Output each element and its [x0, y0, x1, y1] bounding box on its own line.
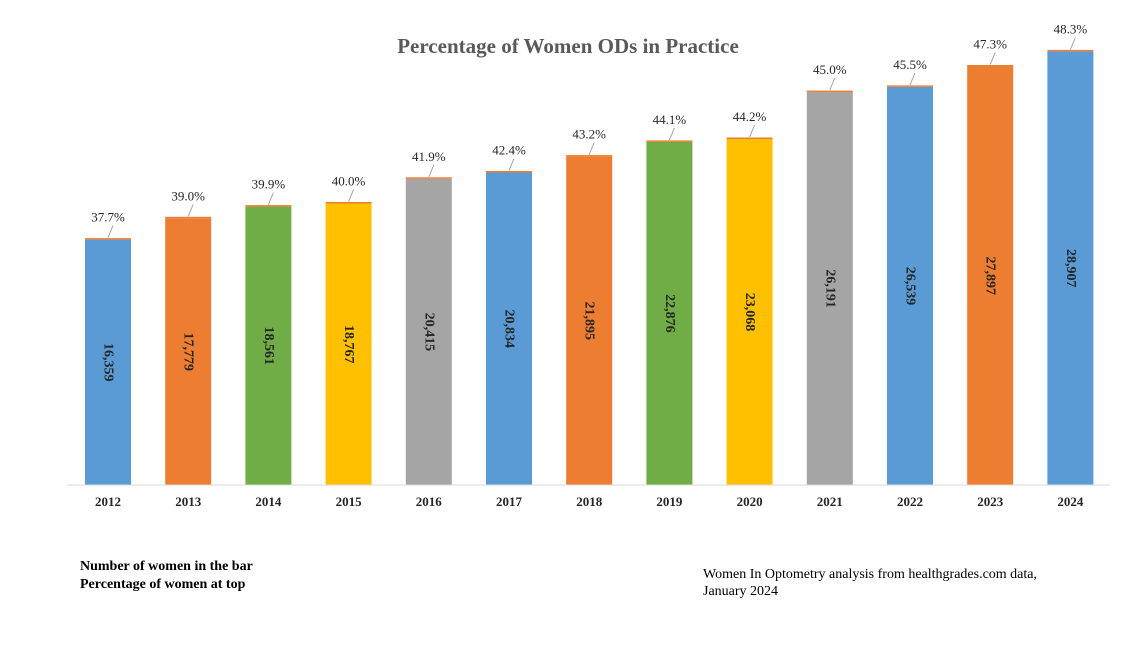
percent-leader-2022: [909, 72, 916, 86]
percent-leader-2016: [428, 164, 435, 177]
bar-cap-2018: [566, 155, 613, 157]
source-note: Women In Optometry analysis from healthg…: [703, 566, 1083, 600]
value-label-2023: 27,897: [983, 257, 998, 296]
bar-2013: [165, 218, 212, 486]
x-tick-2021: 2021: [817, 494, 843, 509]
bar-cap-2022: [887, 85, 933, 87]
percent-leader-2012: [107, 225, 114, 238]
x-tick-2012: 2012: [95, 494, 121, 509]
bar-2019: [646, 141, 693, 485]
percent-label-2019: 44.1%: [653, 112, 687, 127]
percent-label-2021: 45.0%: [813, 62, 847, 77]
percent-label-2020: 44.2%: [733, 109, 767, 124]
percent-leader-2014: [267, 192, 274, 205]
bar-2022: [887, 86, 933, 486]
percent-leader-2015: [348, 189, 355, 202]
percent-label-2024: 48.3%: [1054, 21, 1088, 36]
source-line-1: Women In Optometry analysis from healthg…: [703, 567, 1037, 582]
bar-cap-2016: [405, 177, 452, 179]
chart-title: Percentage of Women ODs in Practice: [397, 34, 739, 58]
value-label-2018: 21,895: [582, 302, 597, 341]
bars-group: 37.7% 16,359 2012 39.0% 17,779 2013 39.9% 18,56…: [85, 21, 1094, 509]
percent-leader-2020: [749, 124, 756, 138]
bar-cap-2012: [85, 238, 131, 240]
bar-cap-2014: [245, 205, 292, 207]
value-label-2015: 18,767: [341, 325, 356, 364]
percent-label-2015: 40.0%: [332, 174, 366, 189]
value-label-2012: 16,359: [101, 343, 116, 382]
value-label-2013: 17,779: [181, 332, 196, 371]
bar-2023: [967, 66, 1014, 485]
bar-2018: [566, 156, 613, 485]
source-line-2: January 2024: [703, 584, 779, 599]
percent-leader-2021: [829, 77, 836, 91]
percent-label-2023: 47.3%: [973, 37, 1007, 52]
percent-label-2022: 45.5%: [893, 57, 927, 72]
bar-cap-2015: [325, 202, 372, 204]
bar-cap-2023: [967, 65, 1014, 67]
value-label-2020: 23,068: [742, 293, 757, 332]
value-label-2021: 26,191: [822, 269, 837, 308]
bar-2012: [85, 239, 131, 485]
bar-cap-2013: [165, 216, 212, 219]
percent-leader-2023: [989, 52, 996, 65]
percent-label-2014: 39.9%: [252, 177, 286, 192]
x-tick-2020: 2020: [737, 494, 763, 509]
bar-cap-2020: [726, 137, 773, 139]
bar-2015: [325, 203, 372, 485]
bar-cap-2024: [1047, 49, 1094, 52]
bar-cap-2019: [646, 140, 693, 142]
note-bar-count: Number of women in the bar: [80, 559, 253, 574]
percent-label-2013: 39.0%: [171, 188, 205, 203]
percent-label-2012: 37.7%: [91, 210, 125, 225]
x-tick-2013: 2013: [175, 494, 202, 509]
value-label-2017: 20,834: [502, 309, 517, 348]
percent-label-2017: 42.4%: [492, 143, 526, 158]
value-label-2016: 20,415: [421, 313, 436, 352]
percent-label-2016: 41.9%: [412, 149, 446, 164]
value-label-2024: 28,907: [1063, 249, 1078, 288]
x-tick-2019: 2019: [656, 494, 683, 509]
percent-label-2018: 43.2%: [572, 127, 606, 142]
x-tick-2015: 2015: [336, 494, 363, 509]
percent-leader-2018: [588, 142, 595, 155]
bar-2021: [806, 92, 853, 485]
percent-leader-2024: [1069, 37, 1076, 50]
percent-leader-2017: [508, 158, 515, 171]
value-label-2022: 26,539: [903, 267, 918, 306]
x-tick-2024: 2024: [1057, 494, 1084, 509]
x-tick-2022: 2022: [897, 494, 923, 509]
legend-note: Number of women in the bar Percentage of…: [80, 558, 253, 594]
value-label-2019: 22,876: [662, 294, 677, 333]
bar-2024: [1047, 51, 1094, 486]
value-label-2014: 18,561: [261, 327, 276, 366]
x-tick-2018: 2018: [576, 494, 603, 509]
x-tick-2014: 2014: [255, 494, 282, 509]
note-percent-top: Percentage of women at top: [80, 577, 246, 592]
bar-cap-2017: [486, 171, 532, 173]
x-tick-2023: 2023: [977, 494, 1004, 509]
bar-2020: [726, 139, 773, 485]
bar-2017: [486, 172, 532, 485]
bar-2016: [405, 178, 452, 486]
bar-2014: [245, 206, 292, 485]
bar-cap-2021: [806, 90, 853, 93]
percent-leader-2013: [187, 204, 194, 217]
x-tick-2017: 2017: [496, 494, 523, 509]
x-tick-2016: 2016: [416, 494, 443, 509]
percent-leader-2019: [668, 127, 675, 141]
